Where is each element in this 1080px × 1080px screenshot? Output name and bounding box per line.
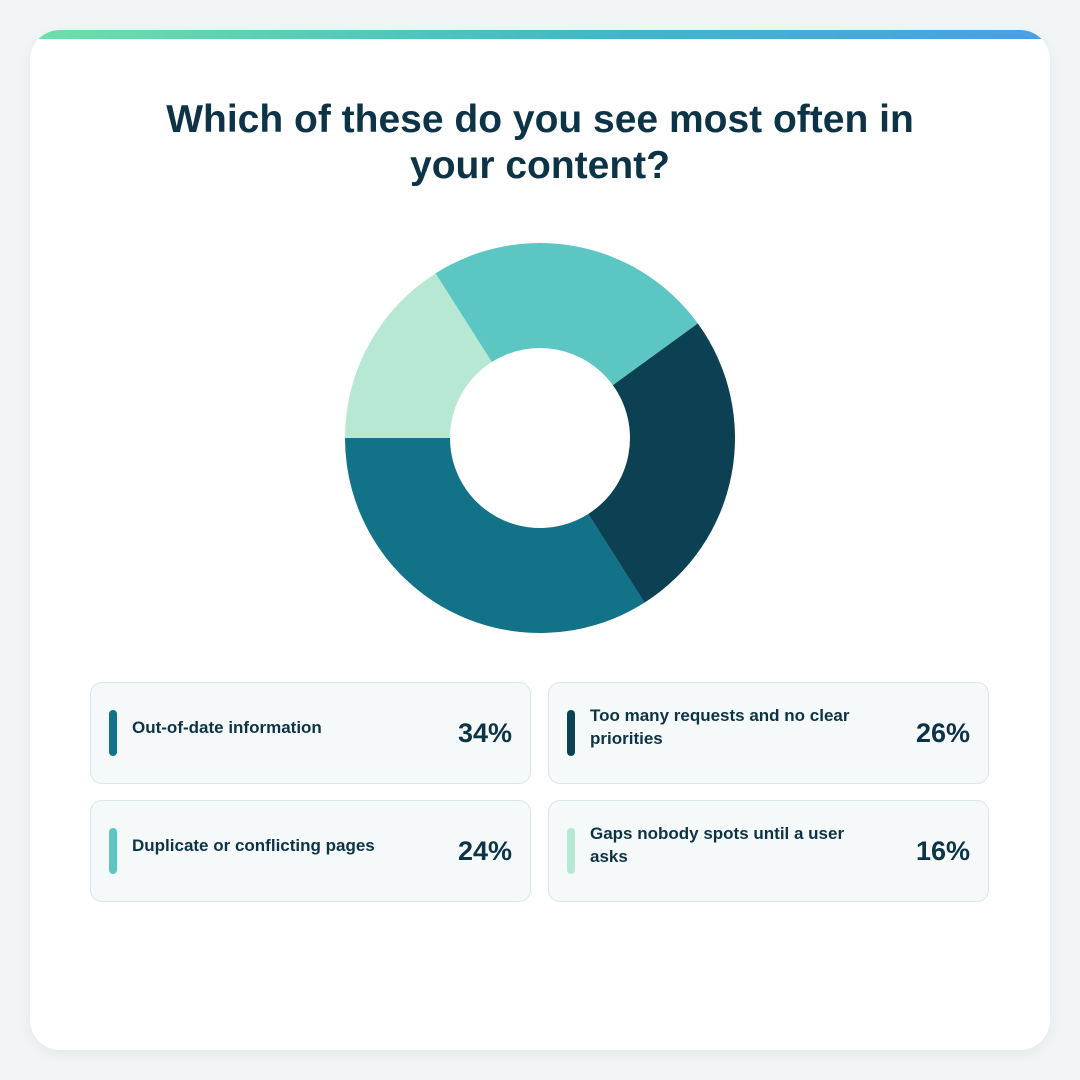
legend-item: Too many requests and no clear prioritie…: [548, 682, 989, 784]
donut-slice: [435, 243, 698, 386]
legend-label: Too many requests and no clear prioritie…: [590, 706, 850, 748]
legend-item: Out-of-date information 34%: [90, 682, 531, 784]
value-label: 16%: [915, 835, 970, 866]
legend-swatch: [109, 828, 117, 874]
accent-bar: [30, 30, 1050, 39]
value-label: 26%: [915, 717, 970, 748]
value-label: 34%: [457, 717, 512, 748]
legend-label: Duplicate or conflicting pages: [132, 835, 375, 855]
legend-item: Gaps nobody spots until a user asks 16%: [548, 800, 989, 902]
legend-label: Gaps nobody spots until a user asks: [590, 824, 845, 866]
legend-swatch: [567, 710, 575, 756]
donut-slice: [588, 323, 735, 603]
legend-swatch: [109, 710, 117, 756]
donut-slice: [345, 273, 492, 438]
legend-label: Out-of-date information: [132, 717, 322, 737]
legend-item: Duplicate or conflicting pages 24%: [90, 800, 531, 902]
legend-swatch: [567, 828, 575, 874]
value-label: 24%: [457, 835, 512, 866]
donut-slice: [345, 438, 645, 633]
chart-title: Which of these do you see most often in …: [166, 98, 914, 187]
